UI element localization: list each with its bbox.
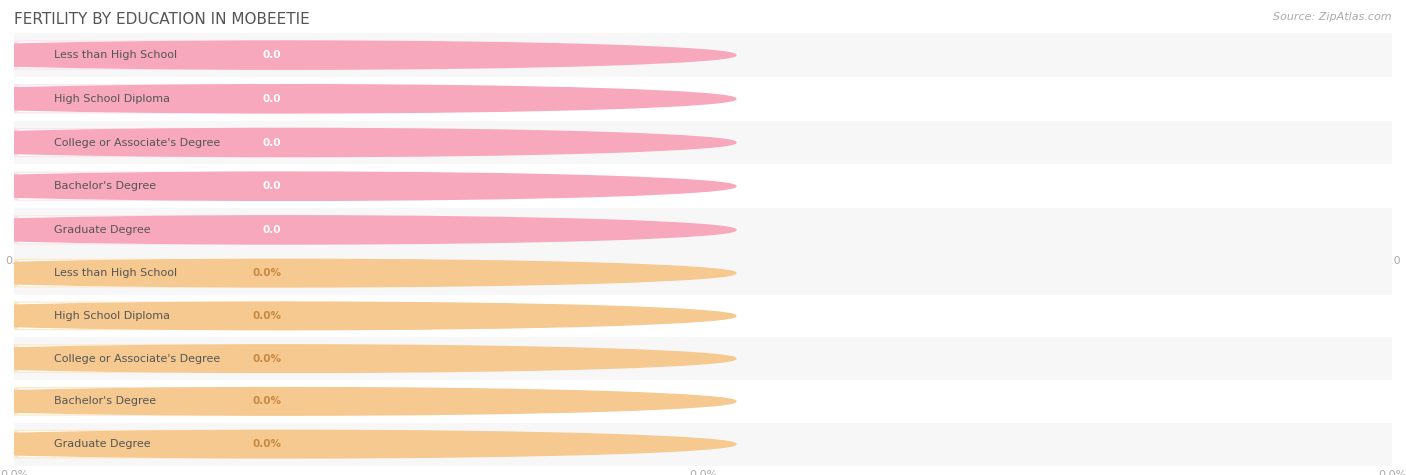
FancyBboxPatch shape [4, 171, 307, 201]
Text: FERTILITY BY EDUCATION IN MOBEETIE: FERTILITY BY EDUCATION IN MOBEETIE [14, 12, 309, 27]
FancyBboxPatch shape [18, 217, 236, 243]
Text: Bachelor's Degree: Bachelor's Degree [53, 181, 156, 191]
Text: 0.0%: 0.0% [252, 353, 281, 364]
Text: 0.0: 0.0 [263, 94, 281, 104]
Circle shape [0, 345, 735, 372]
Bar [14, 121, 1392, 164]
Bar [14, 380, 1392, 423]
Circle shape [0, 85, 735, 113]
Bar [14, 164, 1392, 208]
FancyBboxPatch shape [4, 128, 307, 157]
FancyBboxPatch shape [4, 259, 307, 287]
FancyBboxPatch shape [18, 86, 236, 112]
Text: Graduate Degree: Graduate Degree [53, 225, 150, 235]
Text: Less than High School: Less than High School [53, 268, 177, 278]
FancyBboxPatch shape [18, 388, 236, 415]
Text: 0.0%: 0.0% [252, 396, 281, 407]
FancyBboxPatch shape [18, 303, 236, 329]
FancyBboxPatch shape [18, 260, 236, 286]
Bar [14, 294, 1392, 337]
FancyBboxPatch shape [4, 215, 307, 245]
Text: 0.0%: 0.0% [252, 311, 281, 321]
Bar [14, 33, 1392, 77]
FancyBboxPatch shape [4, 387, 307, 416]
Text: 0.0: 0.0 [263, 181, 281, 191]
Text: 0.0: 0.0 [263, 137, 281, 148]
Text: 0.0: 0.0 [263, 225, 281, 235]
Circle shape [0, 259, 735, 287]
Text: 0.0%: 0.0% [252, 268, 281, 278]
Bar [14, 77, 1392, 121]
Text: 0.0%: 0.0% [252, 439, 281, 449]
Bar [14, 423, 1392, 466]
FancyBboxPatch shape [18, 345, 236, 372]
Circle shape [0, 430, 735, 458]
Text: High School Diploma: High School Diploma [53, 311, 170, 321]
Circle shape [0, 128, 735, 157]
Circle shape [0, 41, 735, 69]
FancyBboxPatch shape [4, 302, 307, 330]
FancyBboxPatch shape [4, 344, 307, 373]
Text: High School Diploma: High School Diploma [53, 94, 170, 104]
FancyBboxPatch shape [4, 40, 307, 70]
Bar [14, 337, 1392, 380]
Circle shape [0, 388, 735, 415]
Bar [14, 252, 1392, 294]
Circle shape [0, 216, 735, 244]
Text: Source: ZipAtlas.com: Source: ZipAtlas.com [1274, 12, 1392, 22]
Text: College or Associate's Degree: College or Associate's Degree [53, 137, 221, 148]
FancyBboxPatch shape [18, 173, 236, 200]
Text: Bachelor's Degree: Bachelor's Degree [53, 396, 156, 407]
FancyBboxPatch shape [4, 84, 307, 114]
FancyBboxPatch shape [4, 430, 307, 458]
Text: 0.0: 0.0 [263, 50, 281, 60]
Bar [14, 208, 1392, 252]
Text: College or Associate's Degree: College or Associate's Degree [53, 353, 221, 364]
FancyBboxPatch shape [18, 431, 236, 457]
Text: Graduate Degree: Graduate Degree [53, 439, 150, 449]
Circle shape [0, 302, 735, 330]
Circle shape [0, 172, 735, 200]
FancyBboxPatch shape [18, 42, 236, 68]
FancyBboxPatch shape [18, 129, 236, 156]
Text: Less than High School: Less than High School [53, 50, 177, 60]
